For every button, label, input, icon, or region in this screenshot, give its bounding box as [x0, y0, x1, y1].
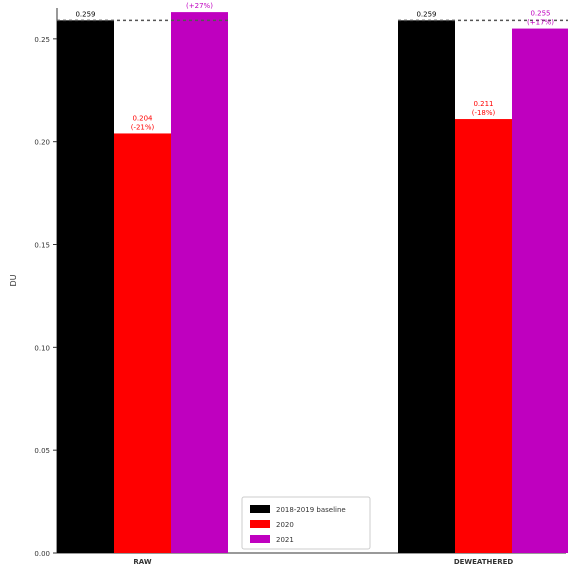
bar: [114, 133, 171, 554]
data-label: 0.259: [75, 10, 95, 18]
data-label: (+17%): [527, 19, 554, 27]
legend-label: 2020: [276, 521, 294, 529]
data-label: 0.259: [416, 10, 436, 18]
y-tick-label: 0.00: [34, 550, 50, 558]
legend-swatch: [250, 535, 270, 543]
x-tick-label: DEWEATHERED: [454, 558, 514, 566]
y-tick-label: 0.25: [34, 36, 50, 44]
bar: [455, 119, 512, 553]
data-label: 0.211: [473, 100, 493, 108]
legend: 2018-2019 baseline 2020 2021: [241, 496, 371, 550]
x-tick-label: RAW: [133, 558, 151, 566]
y-tick-label: 0.15: [34, 242, 50, 250]
y-tick-label: 0.05: [34, 447, 50, 455]
legend-swatch: [250, 505, 270, 513]
bar: [171, 12, 228, 553]
bar: [512, 28, 568, 553]
data-label: (-21%): [131, 123, 155, 131]
legend-swatch: [250, 520, 270, 528]
data-labels: 0.259 0.204(-21%) 0.263(+27%) 0.259 0.211(-1…: [75, 0, 554, 131]
data-label: (-18%): [472, 109, 496, 117]
data-label: 0.255: [530, 10, 550, 18]
legend-label: 2018-2019 baseline: [276, 506, 346, 514]
data-label: 0.204: [132, 114, 153, 122]
legend-label: 2021: [276, 536, 294, 544]
bars: [57, 12, 568, 554]
bar: [398, 20, 455, 554]
y-tick-label: 0.20: [34, 139, 50, 147]
data-label: (+27%): [186, 2, 213, 10]
data-label: 0.263: [189, 0, 209, 1]
bar: [57, 20, 114, 554]
y-axis-label: DU: [9, 274, 18, 286]
legend-box: [241, 496, 371, 550]
y-tick-label: 0.10: [34, 344, 50, 352]
